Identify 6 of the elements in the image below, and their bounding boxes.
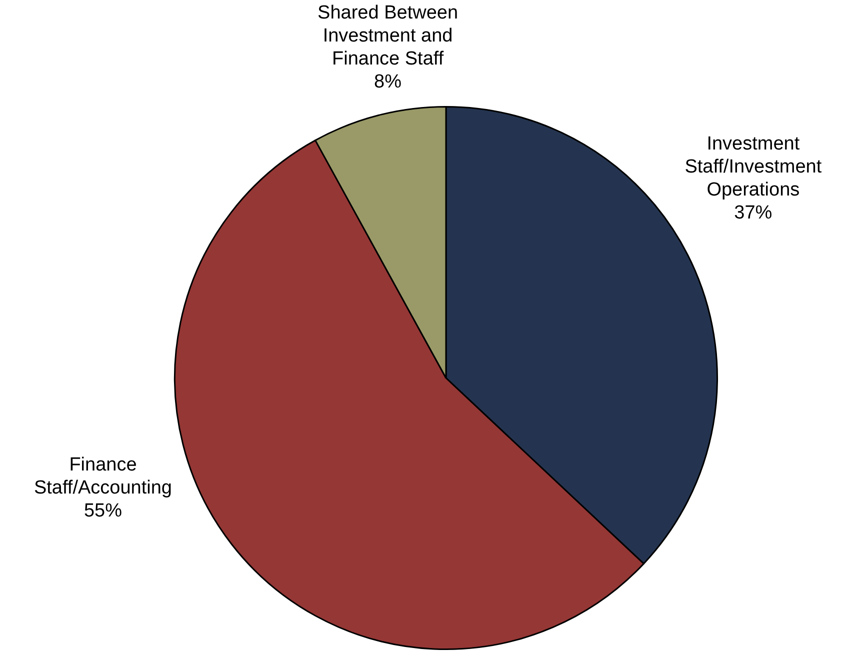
data-label: 8% <box>374 72 402 93</box>
data-label: 55% <box>84 500 122 522</box>
data-label: 37% <box>734 202 772 224</box>
slice-label: Investment Staff/Investment Operations <box>684 133 822 200</box>
slice-label: Shared Between Investment and Finance Staff <box>318 2 458 70</box>
slice-label: Finance Staff/Accounting <box>34 454 172 498</box>
